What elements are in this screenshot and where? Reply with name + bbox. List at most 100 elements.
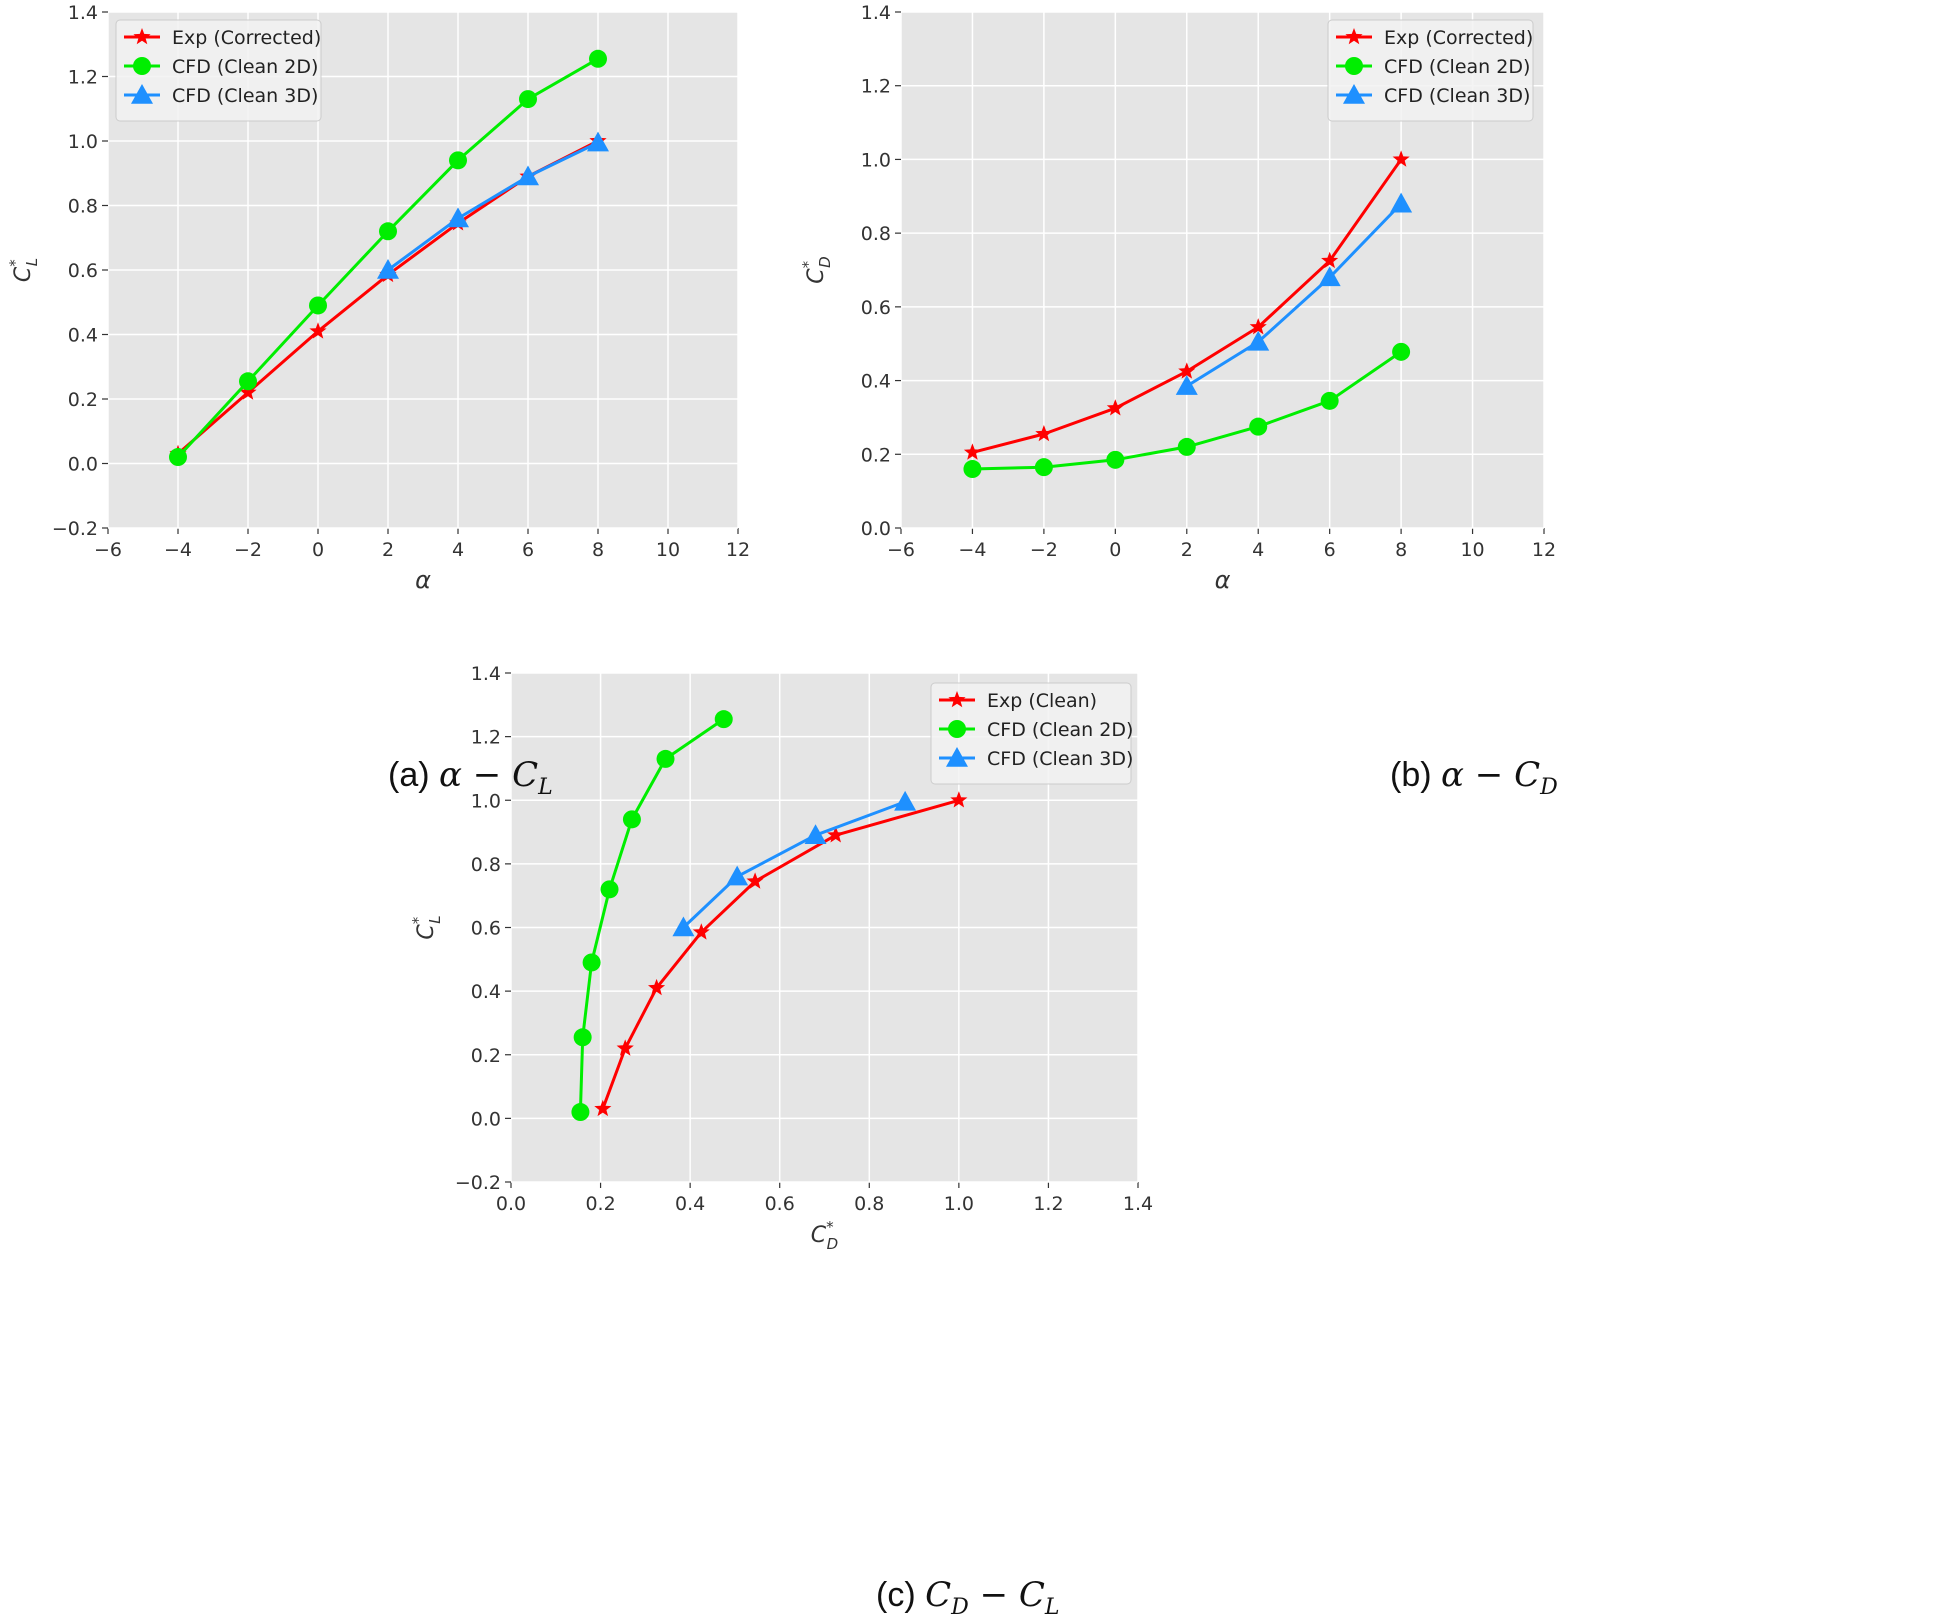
x-tick-label: −6 xyxy=(887,539,915,561)
legend-box xyxy=(930,682,1132,785)
caption-a-sub: L xyxy=(538,775,553,800)
x-axis-label: α xyxy=(415,566,431,594)
data-point-cfd2d xyxy=(600,880,619,899)
legend-marker xyxy=(948,691,966,708)
y-tick-label: 0.0 xyxy=(471,1108,501,1130)
data-point-cfd3d xyxy=(804,824,827,845)
data-point-exp xyxy=(950,791,968,808)
x-axis-label: α xyxy=(1215,566,1231,594)
data-point-cfd2d xyxy=(571,1103,590,1122)
y-tick-label: 1.4 xyxy=(471,663,501,685)
chart-a: −6 −4 −2 0 2 4 6 8 10 12 −0.2 0.0 0.2 0.4 0.6 0.8 1.0 1.2… xyxy=(6,2,750,594)
legend-label: CFD (Clean 3D) xyxy=(987,748,1133,770)
x-tick-label: 6 xyxy=(522,539,534,561)
y-tick-label: 0.0 xyxy=(861,518,891,540)
y-tick-label: 1.0 xyxy=(471,790,501,812)
x-tick-label: 8 xyxy=(592,539,604,561)
x-tick-label: 2 xyxy=(382,539,394,561)
data-point-cfd2d xyxy=(449,151,467,170)
caption-c-sub2: L xyxy=(1044,1595,1060,1620)
data-point-exp xyxy=(648,978,666,996)
caption-b: (b) α − CD xyxy=(1390,755,1558,800)
caption-c-sub: D xyxy=(951,1595,969,1620)
data-point-cfd2d xyxy=(1392,342,1411,361)
data-point-exp xyxy=(746,872,764,889)
series-line-cfd3d xyxy=(682,800,906,929)
caption-c-prefix: (c) xyxy=(876,1576,916,1614)
x-axis-label-text: C* D xyxy=(811,1218,838,1253)
chart-b: −6 −4 −2 0 2 4 6 8 10 12 0.0 0.2 0.4 0.6 0.8 1.0 1.2 1.4 α… xyxy=(799,2,1556,594)
data-point-exp xyxy=(1321,251,1339,269)
data-point-cfd2d xyxy=(239,372,257,391)
data-point-cfd2d xyxy=(589,49,607,68)
caption-a-prefix: (a) xyxy=(388,756,430,794)
x-tick-label: −4 xyxy=(164,539,192,561)
y-tick-label: 0.0 xyxy=(68,454,98,476)
data-point-cfd2d xyxy=(309,296,327,315)
data-point-cfd2d xyxy=(622,810,641,829)
data-point-cfd2d xyxy=(1320,391,1339,410)
legend-label: Exp (Corrected) xyxy=(1384,27,1533,49)
data-point-exp xyxy=(1392,150,1410,167)
legend-label: CFD (Clean 3D) xyxy=(1384,85,1530,107)
data-point-cfd3d xyxy=(1318,266,1341,287)
x-tick-label: 12 xyxy=(726,539,750,561)
x-tick-label: 0.6 xyxy=(765,1193,795,1215)
legend-label: CFD (Clean 2D) xyxy=(987,719,1133,741)
data-point-exp xyxy=(963,443,981,460)
data-point-exp xyxy=(1178,362,1196,379)
caption-a: (a) α − CL xyxy=(388,755,553,800)
caption-a-math: α − C xyxy=(439,755,539,795)
legend-label: CFD (Clean 2D) xyxy=(1384,56,1530,78)
caption-c: (c) CD − CL xyxy=(876,1575,1060,1620)
y-tick-label: 0.6 xyxy=(471,918,501,940)
chart-c: 0.0 0.2 0.4 0.6 0.8 1.0 1.2 1.4−0.20.00.20.40.6… xyxy=(409,663,1153,1253)
y-tick-label: 1.0 xyxy=(68,131,98,153)
x-tick-label: −2 xyxy=(234,539,262,561)
x-tick-label: −2 xyxy=(1030,539,1058,561)
data-point-exp xyxy=(692,923,710,940)
series-line-cfd3d xyxy=(387,141,599,272)
y-tick-label: 0.8 xyxy=(861,223,891,245)
y-tick-label: 1.2 xyxy=(471,727,501,749)
legend-label: CFD (Clean 3D) xyxy=(172,85,318,107)
y-tick-label: −0.2 xyxy=(52,518,98,540)
x-tick-label: −4 xyxy=(958,539,986,561)
y-tick-label: 1.0 xyxy=(861,149,891,171)
caption-b-sub: D xyxy=(1540,775,1558,800)
data-point-cfd2d xyxy=(1106,450,1125,469)
y-tick-label: 0.8 xyxy=(68,196,98,218)
y-axis-label-text: C*L xyxy=(6,258,41,282)
data-point-cfd2d xyxy=(573,1028,592,1047)
data-point-cfd2d xyxy=(656,749,675,768)
x-tick-label: 4 xyxy=(1252,539,1264,561)
legend-label: Exp (Clean) xyxy=(987,690,1097,712)
caption-b-math: α − C xyxy=(1441,755,1541,795)
data-point-cfd3d xyxy=(1390,192,1413,213)
x-tick-label: 0.2 xyxy=(585,1193,615,1215)
legend-marker xyxy=(133,57,151,75)
data-point-cfd3d xyxy=(1247,330,1270,351)
y-tick-label: 1.2 xyxy=(861,76,891,98)
x-tick-label: 0.4 xyxy=(675,1193,705,1215)
x-tick-label: 1.2 xyxy=(1033,1193,1063,1215)
y-tick-label: 0.8 xyxy=(471,854,501,876)
x-tick-label: 1.4 xyxy=(1123,1193,1153,1215)
y-tick-label: 0.6 xyxy=(861,297,891,319)
data-point-cfd3d xyxy=(377,259,399,279)
caption-c-math2: − C xyxy=(968,1575,1045,1615)
data-point-cfd3d xyxy=(672,916,695,937)
y-tick-label: −0.2 xyxy=(455,1172,501,1194)
data-point-cfd3d xyxy=(587,131,609,152)
data-point-exp xyxy=(1035,425,1053,442)
series-line-cfd3d xyxy=(1186,202,1403,388)
data-point-cfd2d xyxy=(169,448,187,467)
legend-marker xyxy=(1343,84,1365,104)
caption-b-prefix: (b) xyxy=(1390,756,1432,794)
y-tick-label: 1.2 xyxy=(68,67,98,89)
x-tick-label: 2 xyxy=(1181,539,1193,561)
data-point-cfd3d xyxy=(726,865,749,886)
y-tick-label: 1.4 xyxy=(861,2,891,24)
data-point-cfd2d xyxy=(1034,458,1053,477)
